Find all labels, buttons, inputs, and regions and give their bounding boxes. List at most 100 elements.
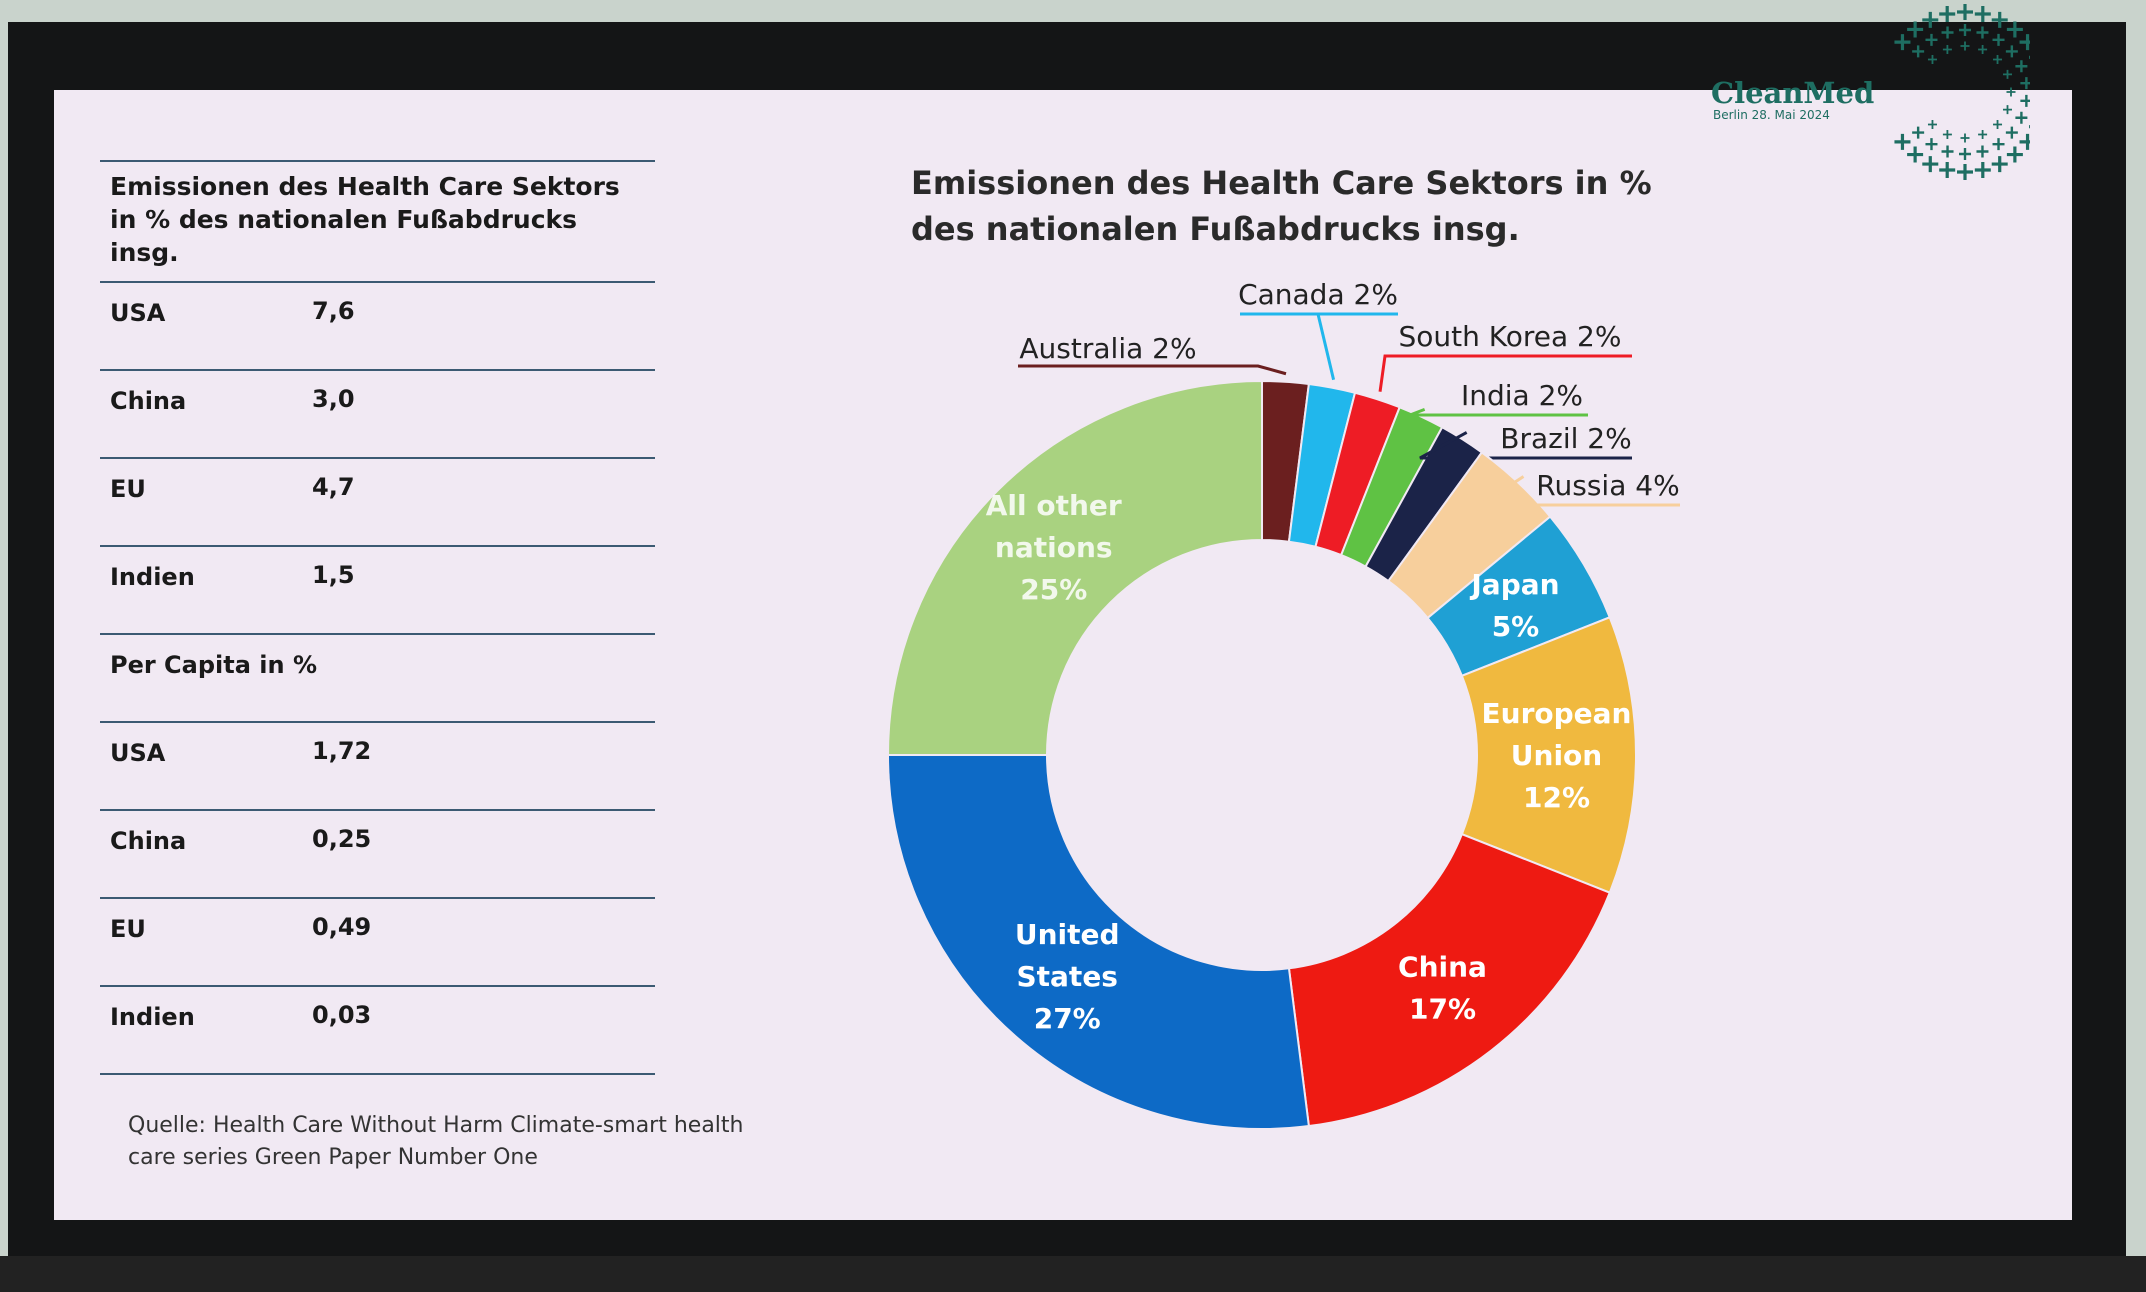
slice-label: 25% <box>1020 573 1087 606</box>
cleanmed-logo-icon <box>1894 4 2030 180</box>
logo-cross <box>2002 105 2012 115</box>
screen-bezel <box>0 1256 2146 1292</box>
logo-cross <box>1992 33 2005 46</box>
row-value: 0,49 <box>312 913 372 941</box>
logo-cross <box>1907 146 1924 163</box>
row-value: 4,7 <box>312 473 355 501</box>
slice-label: All other <box>986 489 1122 522</box>
leader-line <box>1419 431 1632 460</box>
leader-line <box>1378 354 1632 392</box>
logo-cross <box>1894 133 1911 150</box>
table-row: China 3,0 <box>100 371 655 459</box>
logo-cross <box>1992 138 2005 151</box>
slice-outer-label: South Korea 2% <box>1399 320 1622 353</box>
slice-outer-label: India 2% <box>1461 379 1583 412</box>
logo-cross <box>2019 133 2030 150</box>
logo-cross <box>1959 24 1971 36</box>
row-label: China <box>110 827 187 855</box>
logo-cross <box>2005 45 2018 58</box>
slice-label: Union <box>1511 739 1602 772</box>
logo-cross <box>1912 45 1925 58</box>
logo-cross <box>1941 26 1954 39</box>
table-row: USA 7,6 <box>100 283 655 371</box>
logo-cross <box>2006 87 2016 97</box>
logo-cross <box>1942 129 1952 139</box>
logo-cross <box>1960 133 1970 143</box>
row-label: USA <box>110 739 166 767</box>
logo-cross <box>1978 45 1988 55</box>
logo-cross <box>1957 4 1973 20</box>
logo-cross <box>2029 125 2030 129</box>
row-label: USA <box>110 299 166 327</box>
logo-cross <box>2002 69 2012 79</box>
slice-label: 5% <box>1492 610 1540 643</box>
logo-cross <box>1922 11 1939 28</box>
row-label: EU <box>110 475 146 503</box>
row-value: 3,0 <box>312 385 355 413</box>
leader-line <box>1316 313 1336 381</box>
row-value: 0,25 <box>312 825 372 853</box>
logo-cross <box>1941 145 1954 158</box>
slice-china <box>1287 832 1612 1128</box>
logo-cross <box>2029 55 2030 59</box>
table-subheader: Per Capita in % <box>100 635 655 723</box>
logo-subtitle: Berlin 28. Mai 2024 <box>1713 108 1830 122</box>
logo-cross <box>2015 111 2028 124</box>
logo-cross <box>1939 161 1956 178</box>
chart-title: Emissionen des Health Care Sektors in % … <box>911 164 1652 248</box>
row-value: 1,5 <box>312 561 355 589</box>
slice-label: 17% <box>1409 993 1476 1026</box>
table-row: USA 1,72 <box>100 723 655 811</box>
logo-cross <box>1907 21 1924 38</box>
table-row: EU 4,7 <box>100 459 655 547</box>
logo-cross <box>1925 138 1938 151</box>
slice-united-states <box>886 754 1310 1130</box>
logo-cross <box>2015 60 2028 73</box>
leader-line <box>1018 364 1287 376</box>
row-label: Indien <box>110 1003 195 1031</box>
logo-cross <box>1976 26 1989 39</box>
slice-label: Japan <box>1469 568 1559 601</box>
logo-cross <box>1942 45 1952 55</box>
slice-label: States <box>1016 960 1118 993</box>
logo-cross <box>1894 34 1911 51</box>
slice-label: nations <box>995 531 1113 564</box>
table-row: EU 0,49 <box>100 899 655 987</box>
slice-label: 12% <box>1523 781 1590 814</box>
logo-cross <box>1991 156 2008 173</box>
logo-cross <box>1974 6 1991 23</box>
row-label: EU <box>110 915 146 943</box>
row-label: China <box>110 387 187 415</box>
slice-label: China <box>1398 951 1487 984</box>
slice-all-other-nations <box>886 379 1263 756</box>
row-value: 1,72 <box>312 737 372 765</box>
slice-outer-label: Canada 2% <box>1238 278 1398 311</box>
logo-cross <box>2006 146 2023 163</box>
logo-cross <box>1922 156 1939 173</box>
slice-outer-label: Australia 2% <box>1019 332 1196 365</box>
logo-cross <box>1939 6 1956 23</box>
logo-cross <box>1925 33 1938 46</box>
source-note: Quelle: Health Care Without Harm Climate… <box>128 1113 744 1170</box>
logo-cross <box>1957 164 1973 180</box>
logo-cross <box>1912 126 1925 139</box>
slice-outer-label: Russia 4% <box>1536 469 1679 502</box>
logo-cross <box>2020 77 2030 90</box>
logo-cross <box>1976 145 1989 158</box>
slice-outer-label: Brazil 2% <box>1500 422 1631 455</box>
leader-line <box>1409 407 1588 417</box>
logo-cross <box>1927 54 1937 64</box>
emissions-table: Emissionen des Health Care Sektors in % … <box>100 160 655 1075</box>
logo-cross <box>1960 41 1970 51</box>
logo-cross <box>1993 120 2003 130</box>
row-value: 7,6 <box>312 297 355 325</box>
logo-cross <box>1993 54 2003 64</box>
row-value: 0,03 <box>312 1001 372 1029</box>
logo-cross <box>2005 126 2018 139</box>
logo-cross <box>2020 94 2030 107</box>
table-title: Emissionen des Health Care Sektors in % … <box>100 160 655 283</box>
slice-label: United <box>1015 918 1120 951</box>
slice-label: 27% <box>1034 1002 1101 1035</box>
table-row: Indien 1,5 <box>100 547 655 635</box>
